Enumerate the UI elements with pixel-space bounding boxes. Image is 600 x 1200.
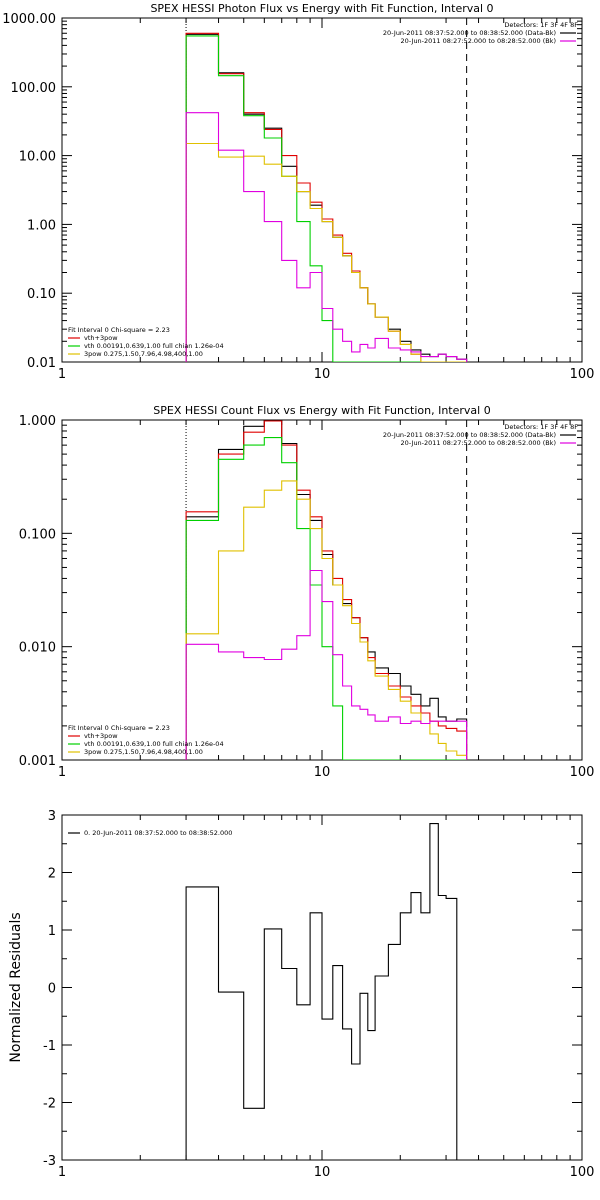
x-axis-ticks: 1 10 100 bbox=[58, 18, 595, 382]
series-4-histogram bbox=[185, 569, 468, 760]
y-tick-label: 0.01 bbox=[27, 356, 56, 371]
y-tick-label: 1 bbox=[48, 924, 56, 939]
x-axis-ticks: 1 10 100 bbox=[58, 815, 595, 1180]
series-0-histogram bbox=[185, 420, 468, 760]
x-axis-ticks: 1 10 100 bbox=[58, 420, 595, 780]
x-tick-label: 100 bbox=[570, 765, 595, 780]
y-tick-label: 10.00 bbox=[19, 150, 56, 165]
y-axis-ticks: 3 2 1 0 -1 -2 -3 bbox=[43, 809, 582, 1169]
plot-area bbox=[185, 420, 468, 760]
x-tick-label: 10 bbox=[314, 1165, 331, 1180]
legend-entry: vth 0.00191,0.639,1.00 full chian 1.26e-… bbox=[84, 740, 224, 748]
x-tick-label: 100 bbox=[570, 367, 595, 382]
y-tick-label: 3 bbox=[48, 809, 56, 824]
info-line: 20-Jun-2011 08:27:52.000 to 08:28:52.000… bbox=[401, 37, 556, 45]
chart-title: SPEX HESSI Count Flux vs Energy with Fit… bbox=[153, 404, 490, 417]
photon-flux-panel: SPEX HESSI Photon Flux vs Energy with Fi… bbox=[2, 2, 594, 382]
series-0-histogram bbox=[185, 823, 458, 1160]
info-line: 20-Jun-2011 08:27:52.000 to 08:28:52.000… bbox=[401, 439, 556, 447]
info-line: 20-Jun-2011 08:37:52.000 to 08:38:52.000… bbox=[383, 29, 556, 37]
legend-entry: 3pow 0.275,1.50,7.96,4.98,400,1.00 bbox=[84, 350, 203, 358]
series-3-histogram bbox=[185, 480, 468, 760]
legend-entry: 3pow 0.275,1.50,7.96,4.98,400,1.00 bbox=[84, 748, 203, 756]
legend-entry: vth+3pow bbox=[84, 334, 118, 342]
info-line: Detectors: 1F 3F 4F 8F bbox=[504, 423, 578, 431]
legend-entry: vth 0.00191,0.639,1.00 full chian 1.26e-… bbox=[84, 342, 224, 350]
x-tick-label: 100 bbox=[570, 1165, 595, 1180]
x-tick-label: 10 bbox=[314, 367, 331, 382]
x-tick-label: 1 bbox=[58, 367, 66, 382]
y-tick-label: 0.001 bbox=[19, 754, 56, 769]
x-tick-label: 1 bbox=[58, 1165, 66, 1180]
legend: Fit Interval 0 Chi-square = 2.23vth+3pow… bbox=[68, 326, 224, 358]
legend-entry: Fit Interval 0 Chi-square = 2.23 bbox=[68, 326, 170, 334]
plot-area bbox=[185, 18, 468, 362]
series-4-histogram bbox=[185, 112, 468, 362]
y-tick-label: -2 bbox=[43, 1097, 56, 1112]
y-tick-label: 2 bbox=[48, 867, 56, 882]
y-tick-label: 1.00 bbox=[27, 218, 56, 233]
legend-entry: 0. 20-Jun-2011 08:37:52.000 to 08:38:52.… bbox=[84, 829, 232, 837]
y-axis-label: Normalized Residuals bbox=[8, 912, 24, 1062]
x-tick-label: 10 bbox=[314, 765, 331, 780]
count-flux-panel: SPEX HESSI Count Flux vs Energy with Fit… bbox=[19, 404, 595, 780]
y-tick-label: 0.010 bbox=[19, 641, 56, 656]
info-line: Detectors: 1F 3F 4F 8F bbox=[504, 21, 578, 29]
y-tick-label: 1.000 bbox=[19, 414, 56, 429]
series-0-histogram bbox=[185, 33, 468, 362]
x-tick-label: 1 bbox=[58, 765, 66, 780]
y-axis-ticks: 1000.00 100.00 10.00 1.00 0.10 0.01 bbox=[2, 12, 582, 371]
y-tick-label: -1 bbox=[43, 1039, 56, 1054]
legend-entry: Fit Interval 0 Chi-square = 2.23 bbox=[68, 724, 170, 732]
y-tick-label: 0 bbox=[48, 982, 56, 997]
chart-title: SPEX HESSI Photon Flux vs Energy with Fi… bbox=[150, 2, 493, 15]
y-tick-label: 0.10 bbox=[27, 287, 56, 302]
y-axis-ticks: 1.000 0.100 0.010 0.001 bbox=[19, 414, 582, 769]
legend-entry: vth+3pow bbox=[84, 732, 118, 740]
y-tick-label: 0.100 bbox=[19, 527, 56, 542]
y-tick-label: -3 bbox=[43, 1154, 56, 1169]
series-1-histogram bbox=[185, 420, 468, 760]
series-2-histogram bbox=[185, 35, 468, 362]
info-line: 20-Jun-2011 08:37:52.000 to 08:38:52.000… bbox=[383, 431, 556, 439]
legend: 0. 20-Jun-2011 08:37:52.000 to 08:38:52.… bbox=[68, 829, 232, 837]
series-1-histogram bbox=[185, 32, 468, 362]
y-tick-label: 100.00 bbox=[11, 81, 57, 96]
y-tick-label: 1000.00 bbox=[2, 12, 56, 27]
plot-area bbox=[185, 823, 458, 1160]
series-3-histogram bbox=[185, 142, 468, 362]
legend: Fit Interval 0 Chi-square = 2.23vth+3pow… bbox=[68, 724, 224, 756]
series-2-histogram bbox=[185, 437, 468, 760]
